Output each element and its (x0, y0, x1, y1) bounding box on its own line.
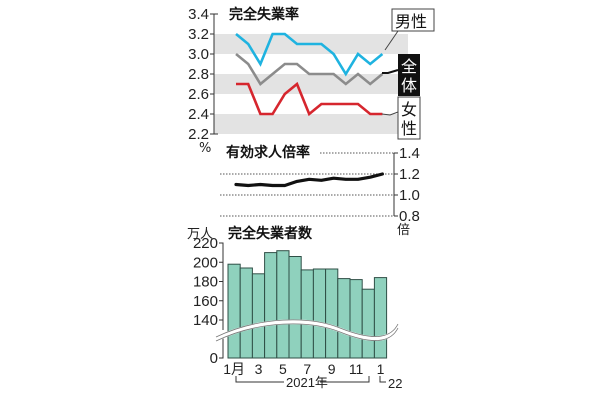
dotted-grid (220, 152, 394, 217)
y-axis: 3.4 3.2 3.0 2.8 2.6 2.4 2.2 (188, 6, 218, 143)
legend-total: 全体 (382, 54, 420, 96)
y-tick-label: 1.2 (399, 166, 420, 183)
bar (373, 277, 388, 359)
chart-title: 有効求人倍率 (226, 144, 310, 161)
y-tick-label: 3.2 (188, 26, 209, 43)
y-tick-label: 180 (193, 274, 218, 291)
y-unit: 万人 (187, 227, 213, 242)
x-tick-label: 7 (303, 361, 311, 377)
y-tick-label: 2.6 (188, 86, 209, 103)
bar (312, 268, 327, 359)
y-tick-label: 0 (210, 350, 218, 367)
y-tick-label: 220 (193, 235, 218, 252)
bars (227, 250, 388, 359)
bar (361, 288, 375, 359)
series-line (236, 81, 383, 117)
axis-break (214, 319, 401, 342)
y-tick-label: 2.4 (188, 106, 209, 123)
chart-title: 完全失業者数 (228, 225, 313, 242)
y-unit: % (199, 141, 211, 156)
y-tick-label: 140 (193, 312, 218, 329)
year-bracket-2021: 2021年 (235, 375, 370, 390)
legend-female: 女性 (381, 96, 421, 140)
line-series (234, 172, 384, 188)
y-tick-label: 2.8 (188, 66, 209, 83)
y-tick-label: 160 (193, 293, 218, 310)
year-label-2022: 22 (388, 376, 402, 391)
year-bracket-2022: 22 (379, 376, 402, 391)
bar (300, 269, 314, 359)
y-tick-label: 1.0 (399, 187, 420, 204)
x-tick-label: 3 (255, 361, 263, 377)
legend-label-female: 女性 (401, 100, 417, 138)
bar (288, 256, 302, 359)
y-tick-label: 3.0 (188, 46, 209, 63)
y-unit: 倍 (397, 223, 410, 238)
y-axis: 220 200 180 160 140 0 (193, 235, 224, 367)
x-tick-label: 11 (349, 361, 364, 377)
y-tick-label: 200 (193, 254, 218, 271)
bar (251, 273, 266, 359)
unemployment-rate-chart: 3.4 3.2 3.0 2.8 2.6 2.4 2.2 完全失業率 % 男性 全体 女性 (188, 6, 435, 156)
series-line (235, 32, 384, 77)
y-tick-label: 1.4 (399, 145, 420, 162)
x-tick-label: 1 (377, 361, 385, 377)
series-line (234, 172, 384, 188)
chart-title: 完全失業率 (229, 6, 299, 23)
year-label-2021: 2021年 (286, 375, 328, 390)
bar (264, 252, 278, 359)
series-line (235, 52, 384, 86)
line-series (235, 32, 384, 117)
x-tick-labels: 1月 3 5 7 9 11 1 (223, 361, 384, 377)
bar (325, 268, 339, 359)
bar (349, 279, 363, 359)
bar (337, 278, 351, 359)
bar (239, 267, 253, 359)
y-tick-label: 0.8 (399, 208, 420, 225)
y-tick-label: 2.2 (188, 126, 209, 143)
bar (227, 263, 241, 359)
x-tick-label: 9 (328, 361, 336, 377)
y-axis-right: 1.4 1.2 1.0 0.8 (393, 145, 420, 225)
band (214, 114, 408, 134)
band (214, 74, 408, 94)
x-tick-label: 1月 (223, 361, 245, 377)
x-tick-label: 5 (279, 361, 287, 377)
y-tick-label: 3.4 (188, 6, 209, 23)
job-openings-ratio-chart: 有効求人倍率 1.4 1.2 1.0 0.8 倍 (220, 144, 420, 238)
legend-male: 男性 (384, 8, 435, 51)
legend-label-total: 全体 (401, 57, 417, 95)
bar (276, 250, 290, 359)
legend-label-male: 男性 (395, 12, 427, 31)
background-bands (214, 34, 408, 134)
